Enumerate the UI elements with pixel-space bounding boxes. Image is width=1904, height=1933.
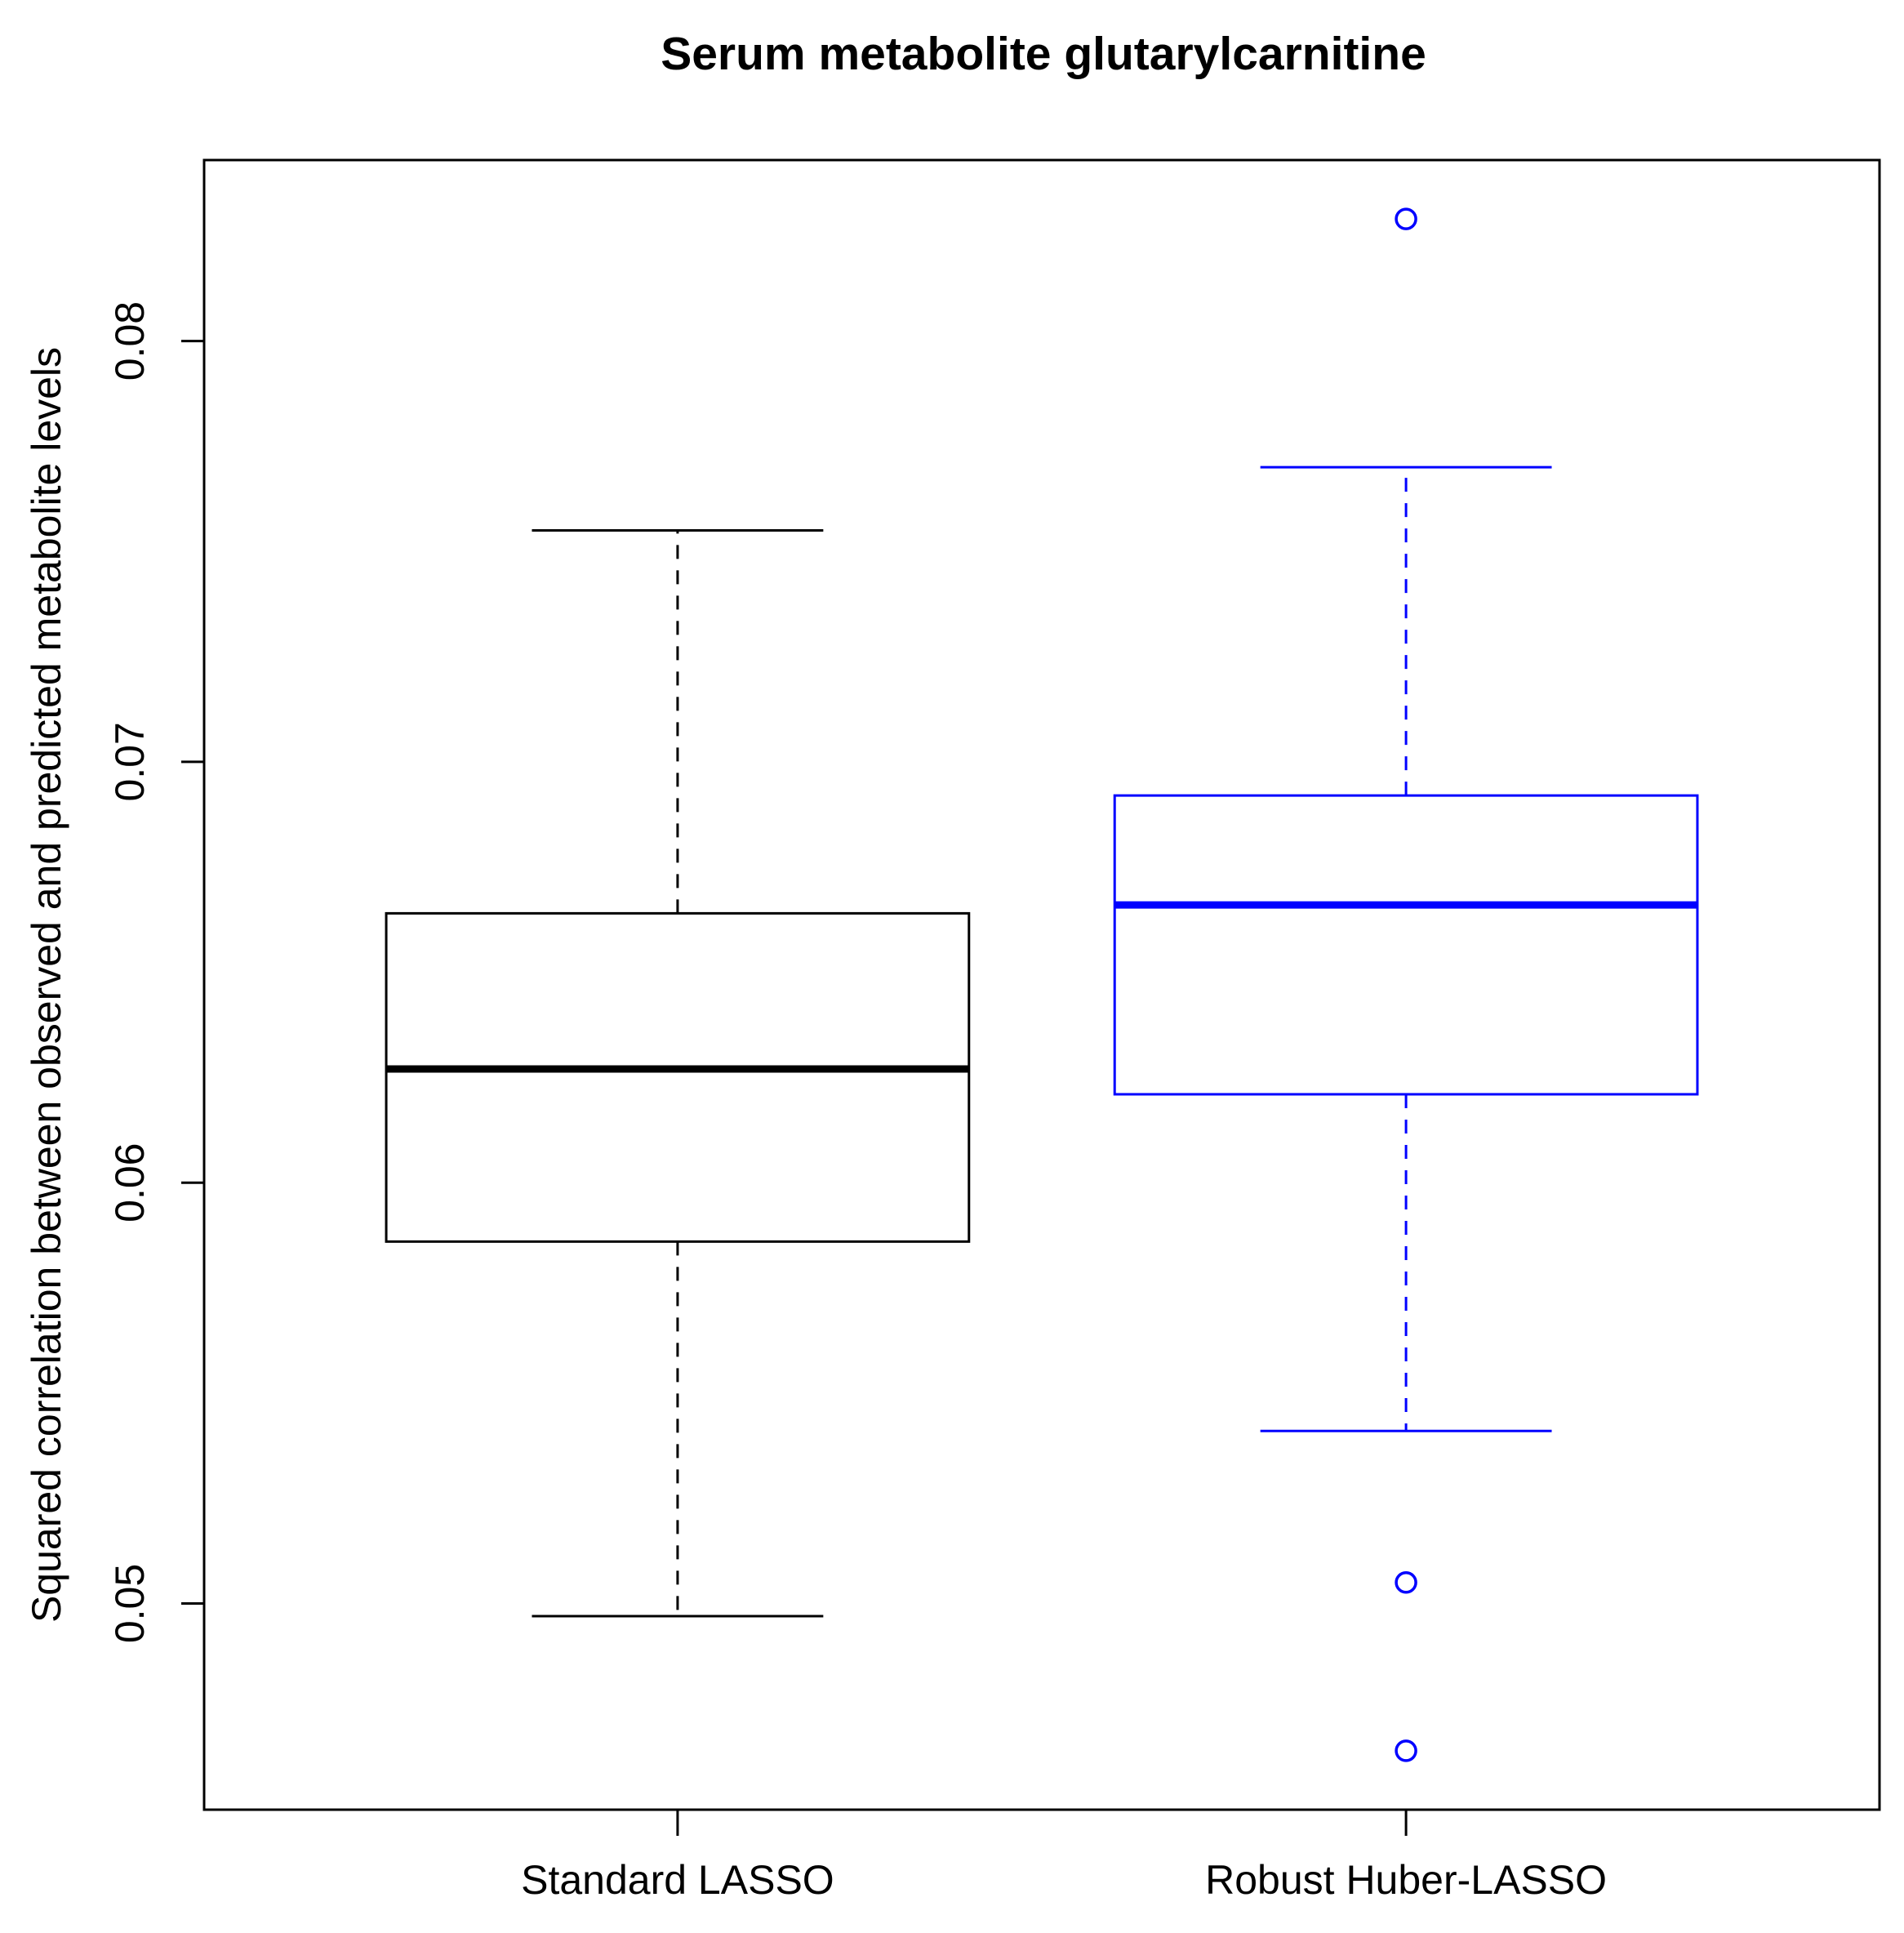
y-tick-label: 0.06 [107, 1143, 153, 1223]
y-tick-label: 0.07 [107, 722, 153, 801]
chart-title: Serum metabolite glutarylcarnitine [661, 28, 1426, 80]
outlier-point [1395, 1570, 1417, 1594]
y-axis: 0.05 0.06 0.07 0.08 [107, 301, 204, 1643]
y-axis-label: Squared correlation between observed and… [24, 347, 69, 1623]
x-tick-label: Robust Huber-LASSO [1205, 1857, 1607, 1903]
plot-frame [202, 158, 1881, 1811]
boxes-layer [385, 207, 1699, 1762]
box-iqr [1113, 794, 1699, 1096]
y-tick-label: 0.08 [107, 301, 153, 381]
box-group [385, 528, 971, 1618]
x-tick-label: Standard LASSO [521, 1857, 834, 1903]
x-axis: Standard LASSO Robust Huber-LASSO [521, 1810, 1607, 1903]
box-group [1113, 207, 1699, 1762]
outlier-point [1395, 207, 1417, 230]
outlier-point [1395, 1739, 1417, 1762]
y-tick-label: 0.05 [107, 1564, 153, 1643]
box-iqr [385, 911, 971, 1243]
